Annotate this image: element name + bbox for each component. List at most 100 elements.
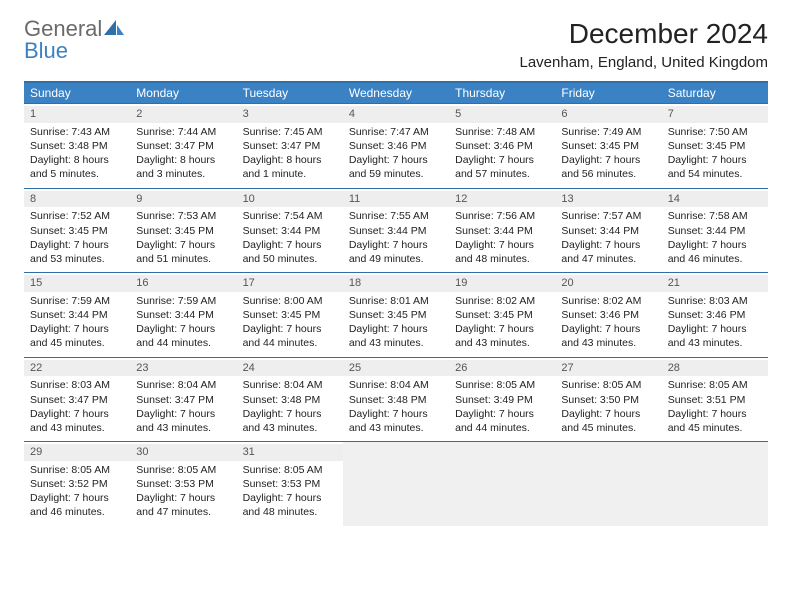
daylight-text: Daylight: 7 hours and 59 minutes. — [349, 153, 443, 181]
day-number: 23 — [130, 360, 236, 377]
day-number: 24 — [237, 360, 343, 377]
sunrise-text: Sunrise: 8:04 AM — [243, 378, 337, 392]
day-number: 4 — [343, 106, 449, 123]
sunrise-text: Sunrise: 8:04 AM — [349, 378, 443, 392]
daylight-text: Daylight: 7 hours and 43 minutes. — [243, 407, 337, 435]
sunrise-text: Sunrise: 8:03 AM — [30, 378, 124, 392]
sunrise-text: Sunrise: 7:56 AM — [455, 209, 549, 223]
daylight-text: Daylight: 7 hours and 44 minutes. — [243, 322, 337, 350]
sunset-text: Sunset: 3:50 PM — [561, 393, 655, 407]
day-number: 25 — [343, 360, 449, 377]
sunrise-text: Sunrise: 8:01 AM — [349, 294, 443, 308]
day-cell-empty — [555, 442, 661, 526]
week-row: 15Sunrise: 7:59 AMSunset: 3:44 PMDayligh… — [24, 272, 768, 357]
sunset-text: Sunset: 3:45 PM — [455, 308, 549, 322]
day-cell: 21Sunrise: 8:03 AMSunset: 3:46 PMDayligh… — [662, 273, 768, 357]
week-row: 22Sunrise: 8:03 AMSunset: 3:47 PMDayligh… — [24, 357, 768, 442]
location: Lavenham, England, United Kingdom — [520, 54, 769, 71]
dow-cell: Thursday — [449, 83, 555, 103]
day-number: 16 — [130, 275, 236, 292]
daylight-text: Daylight: 7 hours and 50 minutes. — [243, 238, 337, 266]
sunrise-text: Sunrise: 7:57 AM — [561, 209, 655, 223]
day-cell: 2Sunrise: 7:44 AMSunset: 3:47 PMDaylight… — [130, 104, 236, 188]
day-number: 22 — [24, 360, 130, 377]
sunrise-text: Sunrise: 8:05 AM — [455, 378, 549, 392]
sunset-text: Sunset: 3:52 PM — [30, 477, 124, 491]
day-cell: 6Sunrise: 7:49 AMSunset: 3:45 PMDaylight… — [555, 104, 661, 188]
day-number: 21 — [662, 275, 768, 292]
sunset-text: Sunset: 3:44 PM — [136, 308, 230, 322]
day-cell: 16 Sunrise: 7:59 AMSunset: 3:44 PMDayligh… — [130, 273, 236, 357]
day-number: 12 — [449, 191, 555, 208]
day-number-empty — [449, 444, 555, 461]
sunrise-text: Sunrise: 8:05 AM — [30, 463, 124, 477]
sunset-text: Sunset: 3:44 PM — [30, 308, 124, 322]
day-number: 6 — [555, 106, 661, 123]
day-cell: 10Sunrise: 7:54 AMSunset: 3:44 PMDayligh… — [237, 189, 343, 273]
sunrise-text: Sunrise: 8:03 AM — [668, 294, 762, 308]
daylight-text: Daylight: 7 hours and 43 minutes. — [455, 322, 549, 350]
sunrise-text: Sunrise: 8:02 AM — [455, 294, 549, 308]
day-cell: 8Sunrise: 7:52 AMSunset: 3:45 PMDaylight… — [24, 189, 130, 273]
sunrise-text: Sunrise: 7:47 AM — [349, 125, 443, 139]
day-cell: 19 Sunrise: 8:02 AMSunset: 3:45 PMDayligh… — [449, 273, 555, 357]
sunrise-text: Sunrise: 7:54 AM — [243, 209, 337, 223]
day-number: 13 — [555, 191, 661, 208]
day-cell: 24Sunrise: 8:04 AMSunset: 3:48 PMDayligh… — [237, 358, 343, 442]
sunrise-text: Sunrise: 7:59 AM — [30, 294, 124, 308]
title-block: December 2024 Lavenham, England, United … — [520, 18, 769, 71]
day-cell: 5Sunrise: 7:48 AMSunset: 3:46 PMDaylight… — [449, 104, 555, 188]
day-number-empty — [343, 444, 449, 461]
day-number: 2 — [130, 106, 236, 123]
day-number: 20 — [555, 275, 661, 292]
sunset-text: Sunset: 3:45 PM — [243, 308, 337, 322]
sunrise-text: Sunrise: 7:44 AM — [136, 125, 230, 139]
daylight-text: Daylight: 7 hours and 43 minutes. — [349, 322, 443, 350]
sunrise-text: Sunrise: 7:48 AM — [455, 125, 549, 139]
day-cell: 22Sunrise: 8:03 AMSunset: 3:47 PMDayligh… — [24, 358, 130, 442]
daylight-text: Daylight: 7 hours and 57 minutes. — [455, 153, 549, 181]
sunset-text: Sunset: 3:45 PM — [136, 224, 230, 238]
day-cell: 7Sunrise: 7:50 AMSunset: 3:45 PMDaylight… — [662, 104, 768, 188]
sunset-text: Sunset: 3:46 PM — [349, 139, 443, 153]
daylight-text: Daylight: 7 hours and 43 minutes. — [30, 407, 124, 435]
day-number: 9 — [130, 191, 236, 208]
sunrise-text: Sunrise: 7:50 AM — [668, 125, 762, 139]
daylight-text: Daylight: 7 hours and 43 minutes. — [136, 407, 230, 435]
sunrise-text: Sunrise: 8:05 AM — [561, 378, 655, 392]
day-cell-empty — [662, 442, 768, 526]
daylight-text: Daylight: 7 hours and 51 minutes. — [136, 238, 230, 266]
day-cell: 31Sunrise: 8:05 AMSunset: 3:53 PMDayligh… — [237, 442, 343, 526]
daylight-text: Daylight: 8 hours and 1 minute. — [243, 153, 337, 181]
day-number: 3 — [237, 106, 343, 123]
sunrise-text: Sunrise: 7:49 AM — [561, 125, 655, 139]
day-cell: 1Sunrise: 7:43 AMSunset: 3:48 PMDaylight… — [24, 104, 130, 188]
sunset-text: Sunset: 3:49 PM — [455, 393, 549, 407]
sunset-text: Sunset: 3:47 PM — [30, 393, 124, 407]
sunset-text: Sunset: 3:53 PM — [243, 477, 337, 491]
day-cell-empty — [449, 442, 555, 526]
day-cell: 9Sunrise: 7:53 AMSunset: 3:45 PMDaylight… — [130, 189, 236, 273]
day-number: 14 — [662, 191, 768, 208]
day-number: 30 — [130, 444, 236, 461]
logo: General Blue — [24, 18, 126, 62]
sunset-text: Sunset: 3:47 PM — [243, 139, 337, 153]
daylight-text: Daylight: 7 hours and 43 minutes. — [668, 322, 762, 350]
daylight-text: Daylight: 7 hours and 44 minutes. — [136, 322, 230, 350]
sunset-text: Sunset: 3:44 PM — [455, 224, 549, 238]
sunset-text: Sunset: 3:46 PM — [561, 308, 655, 322]
sunset-text: Sunset: 3:47 PM — [136, 139, 230, 153]
day-number: 1 — [24, 106, 130, 123]
day-number-empty — [555, 444, 661, 461]
month-title: December 2024 — [520, 18, 769, 50]
sunset-text: Sunset: 3:45 PM — [668, 139, 762, 153]
daylight-text: Daylight: 7 hours and 43 minutes. — [561, 322, 655, 350]
day-number-empty — [662, 444, 768, 461]
day-cell: 15Sunrise: 7:59 AMSunset: 3:44 PMDayligh… — [24, 273, 130, 357]
day-number: 15 — [24, 275, 130, 292]
day-number: 5 — [449, 106, 555, 123]
day-number: 19 — [449, 275, 555, 292]
logo-text-blue: Blue — [24, 38, 68, 63]
sunrise-text: Sunrise: 7:59 AM — [136, 294, 230, 308]
sunset-text: Sunset: 3:45 PM — [30, 224, 124, 238]
